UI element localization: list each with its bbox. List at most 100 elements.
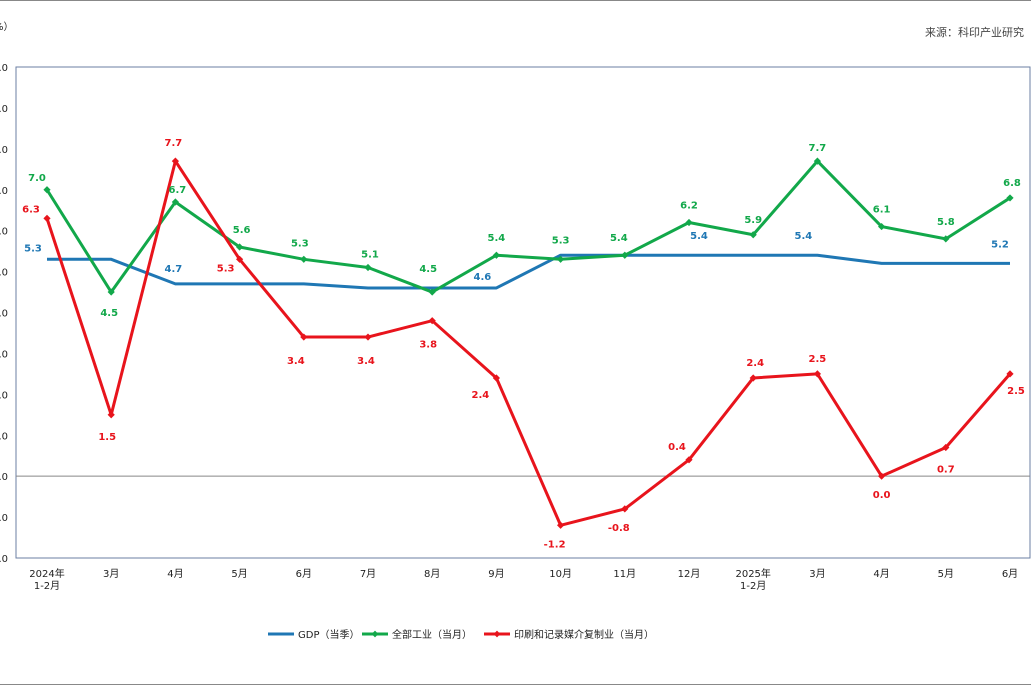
series-marker [300,255,308,263]
data-label: 1.5 [98,432,116,443]
data-label: 5.4 [488,233,506,244]
legend-marker [493,630,501,638]
legend-label: 全部工业（当月） [392,628,472,641]
series-marker [492,374,500,382]
source-note: 来源：科印产业研究 [925,25,1024,39]
data-labels: 5.3 4.7 4.6 5.4 5.4 5.2 7.0 4.5 6.7 5.6 5.3 5.1 4.5 5… [22,138,1025,550]
data-label: 2.5 [809,354,827,365]
series-line-1 [45,159,1011,294]
x-tick-label: 10月 [549,568,572,580]
data-label: 5.8 [937,217,955,228]
series-marker [1006,194,1014,202]
series-marker [171,157,179,165]
legend: GDP（当季） 全部工业（当月） 印刷和记录媒介复制业（当月） [268,628,654,641]
y-tick-label: 1.0 [0,431,8,442]
series-marker [749,374,757,382]
x-tick-label: 9月 [488,568,504,580]
data-label: 5.4 [795,231,813,242]
x-tick-label: 3月 [103,568,119,580]
y-tick-label: 10.0 [0,63,8,74]
data-label: 3.4 [287,356,305,367]
legend-label: GDP（当季） [298,628,359,641]
data-label: 4.5 [419,264,437,275]
data-label: 6.8 [1003,178,1021,189]
series-marker [878,222,886,231]
data-label: 6.7 [169,185,187,196]
series-line-0 [47,253,1010,290]
data-label: 4.5 [100,308,118,319]
series-marker [171,198,179,206]
data-label: 5.2 [991,239,1009,250]
data-label: 3.4 [357,356,375,367]
x-tick-label: 6月 [1002,568,1018,580]
unit-label: %） [0,21,14,33]
series-marker [942,235,950,243]
data-label: 6.1 [873,205,891,216]
series-marker [107,411,115,419]
x-tick-label: 6月 [296,568,312,580]
y-tick-label: 2.0 [0,390,8,401]
series-marker [364,263,372,272]
y-tick-label: 0.0 [0,472,8,483]
series-marker [621,251,629,259]
x-tick-label: 2025年 1-2月 [735,567,770,592]
data-label: 5.4 [610,233,628,244]
series-marker [942,443,950,452]
y-tick-label: 5.0 [0,268,8,279]
data-label: 6.2 [680,200,698,211]
data-label: 2.4 [746,358,764,369]
data-label: 5.1 [361,249,379,260]
series-marker [428,317,436,325]
x-tick-label: 4月 [167,568,183,580]
data-label: 2.4 [472,390,490,401]
x-axis-ticks: 2024年 1-2月 3月 4月 5月 6月 7月 8月 9月 10月 11月 12月 2025年 1-2… [29,567,1018,592]
data-label: 5.4 [690,231,708,242]
legend-marker [371,630,379,638]
data-label: 5.3 [291,238,309,249]
x-tick-label: 3月 [809,568,825,580]
series-line-2 [45,159,1012,527]
y-tick-label: 6.0 [0,227,8,238]
data-label: 5.3 [217,263,235,274]
series-marker [43,214,51,222]
data-label: -0.8 [608,523,630,534]
data-label: 5.6 [233,225,251,236]
data-label: 4.7 [165,264,183,275]
data-label: 7.0 [28,173,46,184]
data-label: 3.8 [419,340,437,351]
series-marker [749,231,757,239]
series-marker [107,288,115,296]
data-label: 5.3 [552,235,570,246]
plot-area [15,66,1031,559]
series-marker [1006,370,1014,378]
y-tick-label: 4.0 [0,309,8,320]
data-label: 7.7 [809,143,827,154]
y-tick-label: 3.0 [0,349,8,360]
data-label: 5.3 [24,243,42,254]
series-marker [428,288,436,296]
data-label: -1.2 [544,539,566,550]
data-label: 5.9 [744,215,762,226]
y-tick-label: -2.0 [0,554,8,565]
x-tick-label: 11月 [613,568,636,580]
series-marker [236,243,244,251]
x-tick-label: 12月 [678,568,701,580]
series-marker [621,505,629,513]
legend-label: 印刷和记录媒介复制业（当月） [514,628,654,641]
x-tick-label: 5月 [938,568,954,580]
series-marker [557,255,565,263]
series-marker [685,456,693,464]
series-marker [364,333,372,341]
series-marker [492,251,500,259]
y-tick-label: 7.0 [0,186,8,197]
series-marker [557,521,565,529]
series-marker [43,186,51,194]
series-marker [300,333,308,341]
data-label: 0.4 [668,442,686,453]
data-label: 2.5 [1007,386,1025,397]
series-marker [236,255,244,263]
data-label: 4.6 [474,272,492,283]
series-marker [813,370,821,378]
y-axis-ticks: 10.0 9.0 8.0 7.0 6.0 5.0 4.0 3.0 2.0 1.0 0.0 -1.0 -2… [0,63,8,565]
